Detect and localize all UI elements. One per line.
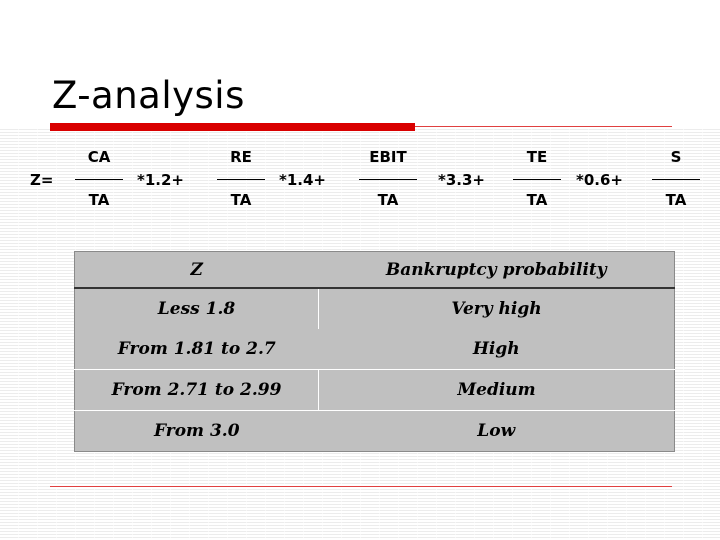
bankruptcy-probability-table: Z Bankruptcy probability Less 1.8 Very h… — [74, 251, 675, 452]
z-range-cell: Less 1.8 — [74, 288, 319, 330]
title-underline-thin — [415, 126, 672, 127]
fraction-bar — [652, 179, 700, 180]
fraction-numerator: EBIT — [369, 148, 407, 166]
title-underline-thick — [50, 123, 415, 131]
formula-operator: *3.3+ — [438, 171, 485, 189]
table-row: From 3.0 Low — [74, 409, 675, 452]
fraction-s-ta: S TA — [646, 140, 706, 220]
fraction-ca-ta: CA TA — [69, 140, 129, 220]
formula-operator: *1.2+ — [137, 171, 184, 189]
formula-operator: *0.6+ — [576, 171, 623, 189]
slide-title: Z-analysis — [52, 74, 245, 117]
fraction-ebit-ta: EBIT TA — [353, 140, 423, 220]
z-range-cell: From 2.71 to 2.99 — [74, 368, 319, 411]
fraction-bar — [217, 179, 265, 180]
fraction-bar — [359, 179, 417, 180]
fraction-denominator: TA — [377, 191, 399, 209]
fraction-denominator: TA — [88, 191, 110, 209]
probability-cell: Very high — [451, 299, 542, 320]
bottom-divider — [50, 486, 672, 487]
fraction-re-ta: RE TA — [211, 140, 271, 220]
z-range-cell: From 1.81 to 2.7 — [117, 338, 276, 359]
table-row: Less 1.8 Very high — [74, 288, 675, 330]
fraction-denominator: TA — [665, 191, 687, 209]
column-header-z: Z — [74, 251, 319, 289]
table-row: From 1.81 to 2.7 High — [75, 329, 675, 369]
fraction-denominator: TA — [526, 191, 548, 209]
fraction-denominator: TA — [230, 191, 252, 209]
probability-cell: High — [472, 338, 520, 359]
probability-cell: Low — [318, 409, 675, 452]
z-range-cell: From 3.0 — [74, 409, 319, 452]
fraction-te-ta: TE TA — [507, 140, 567, 220]
fraction-bar — [513, 179, 561, 180]
table-row: From 2.71 to 2.99 Medium — [74, 368, 675, 411]
formula-lhs: Z= — [30, 171, 54, 189]
fraction-numerator: S — [670, 148, 682, 166]
z-score-formula: Z= CA TA *1.2+ RE TA *1.4+ EBIT TA *3.3+… — [0, 140, 720, 220]
formula-operator: *1.4+ — [279, 171, 326, 189]
fraction-numerator: CA — [87, 148, 111, 166]
fraction-numerator: TE — [526, 148, 548, 166]
probability-cell: Medium — [318, 368, 675, 411]
fraction-numerator: RE — [230, 148, 252, 166]
fraction-bar — [75, 179, 123, 180]
column-header-probability: Bankruptcy probability — [318, 251, 675, 289]
table-header-row: Z Bankruptcy probability — [74, 251, 675, 289]
